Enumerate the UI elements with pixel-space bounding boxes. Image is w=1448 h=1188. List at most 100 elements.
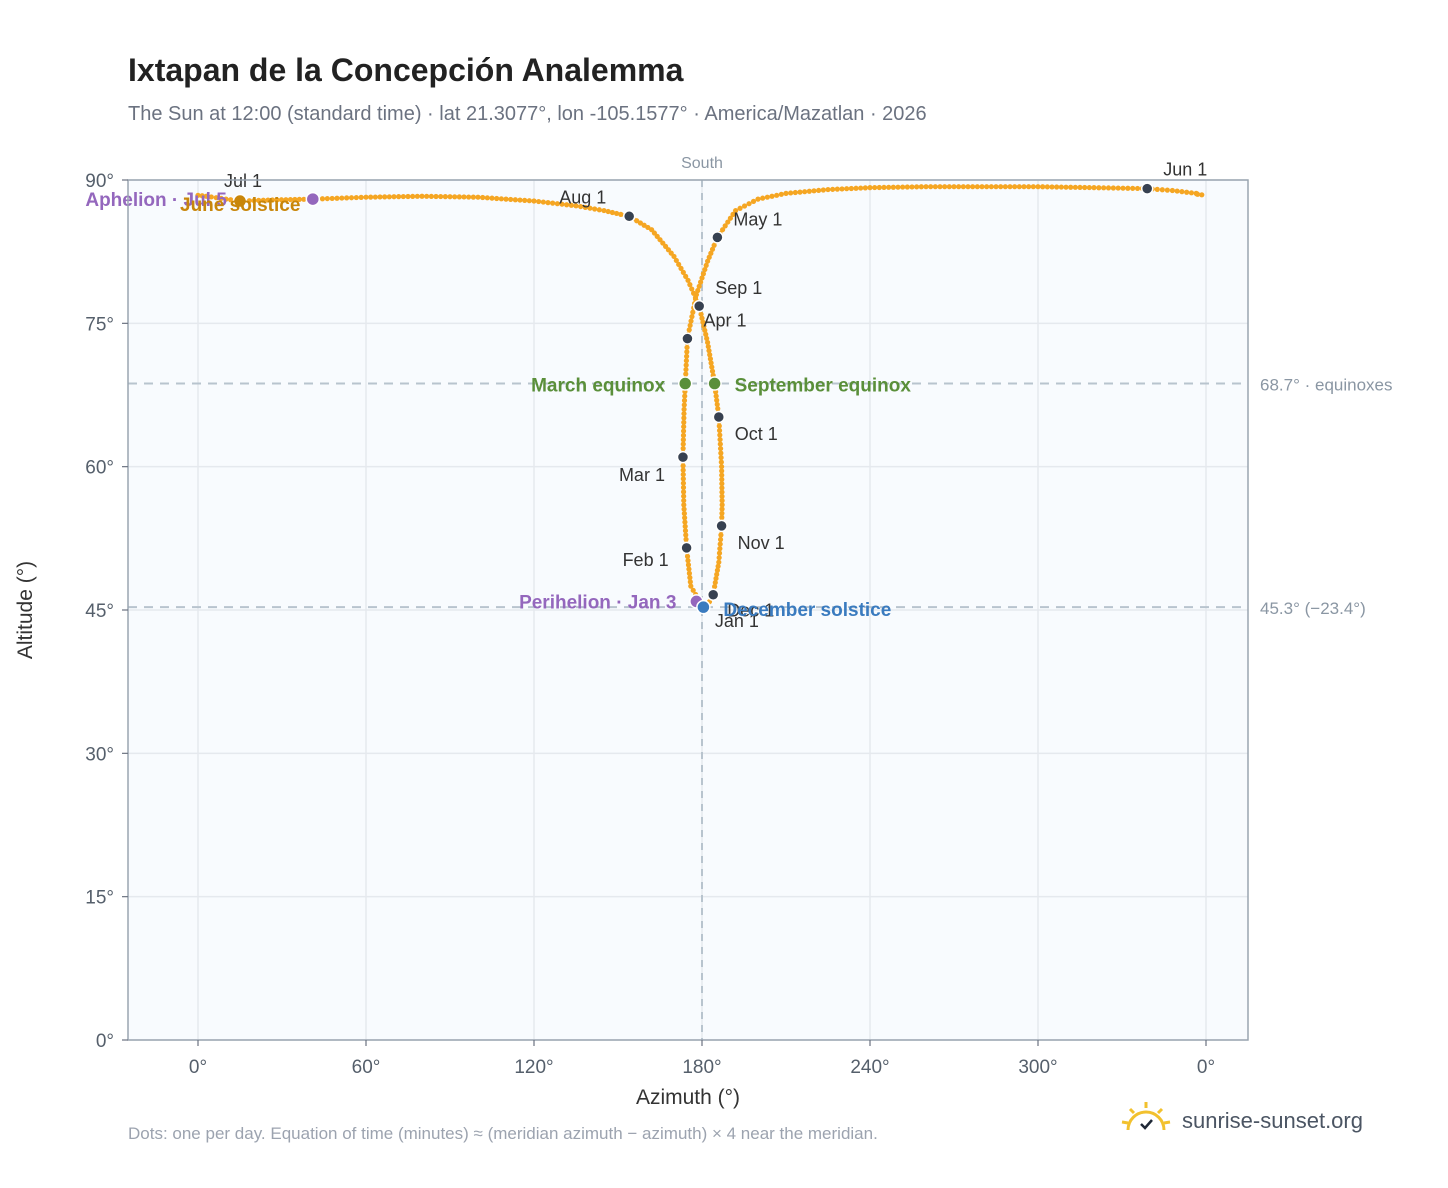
analemma-day-dot [993,184,999,190]
month-label: Sep 1 [715,278,762,298]
analemma-day-dot [719,481,725,487]
analemma-day-dot [681,493,687,499]
analemma-day-dot [414,193,420,199]
analemma-day-dot [725,219,731,225]
analemma-day-dot [718,455,724,461]
analemma-day-dot [382,194,388,200]
analemma-day-dot [203,193,209,199]
analemma-day-dot [605,208,611,215]
month-marker [711,231,724,244]
analemma-day-dot [587,205,593,211]
analemma-day-dot [719,514,725,521]
analemma-day-dot [783,190,789,196]
analemma-day-dot [691,290,697,296]
analemma-day-dot [686,566,692,572]
month-label: Apr 1 [703,311,746,331]
x-tick-label: 60° [352,1057,381,1078]
analemma-day-dot [680,463,686,469]
analemma-day-dot [705,343,711,350]
analemma-day-dot [681,397,688,404]
analemma-day-dot [774,192,780,198]
analemma-day-dot [292,196,298,203]
analemma-day-dot [550,200,556,206]
analemma-day-dot [714,571,720,578]
analemma-day-dot [424,193,430,199]
analemma-day-dot [680,476,686,482]
analemma-day-dot [719,510,725,516]
analemma-day-dot [713,575,719,582]
analemma-day-dot [678,265,684,271]
analemma-day-dot [489,195,495,201]
analemma-day-dot [687,579,693,585]
analemma-day-dot [1115,185,1121,191]
analemma-day-dot [223,196,229,202]
analemma-day-dot [717,432,723,438]
analemma-day-dot [1040,184,1046,190]
analemma-day-dot [1035,184,1041,190]
analemma-day-dot [260,197,266,203]
analemma-day-dot [1184,189,1190,195]
analemma-day-dot [1199,192,1205,198]
analemma-day-dot [681,411,687,417]
analemma-day-dot [634,218,640,224]
analemma-day-dot [699,275,705,281]
analemma-day-dot [956,184,962,190]
analemma-day-dot [844,186,850,192]
brand[interactable]: sunrise-sunset.org [1120,1100,1363,1141]
analemma-day-dot [683,366,689,373]
analemma-day-dot [825,186,831,193]
analemma-day-dot [540,199,546,205]
x-tick-label: 240° [850,1057,889,1078]
analemma-day-dot [470,194,476,200]
analemma-day-dot [696,283,702,289]
analemma-day-dot [274,197,280,203]
month-marker [712,410,726,424]
analemma-day-dot [601,207,607,214]
analemma-day-dot [709,246,716,252]
analemma-day-dot [792,189,798,196]
month-label: Dec 1 [727,601,774,621]
analemma-day-dot [714,401,720,408]
event-label: December solstice [723,600,891,621]
analemma-day-dot [681,510,687,517]
analemma-day-dot [329,195,335,202]
analemma-day-dot [1021,184,1027,190]
y-tick-label: 90° [85,171,114,192]
analemma-day-dot [438,193,444,200]
month-label: May 1 [733,209,782,229]
analemma-day-dot [719,502,725,508]
analemma-day-dot [709,364,715,370]
analemma-day-dot [881,184,887,191]
analemma-day-dot [1164,187,1170,193]
analemma-day-dot [690,587,696,593]
analemma-day-dot [886,184,892,190]
analemma-day-dot [208,194,214,200]
analemma-day-dot [256,197,262,203]
analemma-day-dot [700,271,707,277]
month-label: Nov 1 [738,533,785,553]
analemma-day-dot [834,186,840,192]
analemma-day-dot [1096,185,1102,191]
x-axis-ticks: 0° 60° 120° 180° 240° 300° 0° [189,1040,1215,1078]
analemma-day-dot [714,397,720,403]
analemma-day-dot [1159,187,1165,193]
altitude-reference-label: 45.3° (−23.4°) [1260,599,1366,618]
analemma-day-dot [683,371,689,377]
analemma-day-dot [715,563,721,569]
analemma-day-dot [386,194,392,200]
analemma-day-dot [1016,184,1022,190]
analemma-day-dot [730,211,736,217]
analemma-day-dot [680,445,686,452]
analemma-day-dot [319,196,326,202]
month-label: Jun 1 [1163,160,1207,180]
month-label: Aug 1 [559,187,606,207]
analemma-day-dot [708,250,714,256]
analemma-day-dot [984,184,990,190]
analemma-day-dot [368,194,374,200]
analemma-day-dot [564,202,570,208]
month-marker [676,450,690,464]
analemma-day-dot [890,184,896,190]
analemma-day-dot [681,506,687,512]
analemma-day-dot [839,186,845,192]
